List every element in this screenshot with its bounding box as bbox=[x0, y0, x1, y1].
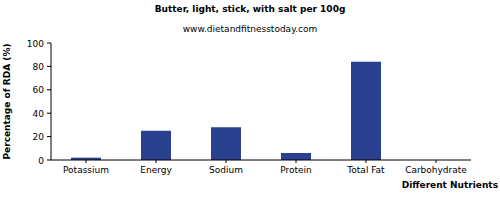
x-tick-label: Energy bbox=[140, 165, 172, 175]
x-tick-label: Sodium bbox=[209, 165, 243, 175]
x-tick-label: Protein bbox=[280, 165, 312, 175]
x-tick-label: Carbohydrate bbox=[405, 165, 467, 175]
x-tick bbox=[156, 160, 157, 163]
y-tick bbox=[47, 113, 51, 114]
title: Butter, light, stick, with salt per 100g bbox=[155, 4, 346, 14]
x-tick-label: Potassium bbox=[63, 165, 109, 175]
chart: Butter, light, stick, with salt per 100g… bbox=[0, 0, 500, 200]
y-tick bbox=[47, 43, 51, 44]
y-axis-label: Percentage of RDA (%) bbox=[2, 43, 12, 159]
x-tick bbox=[226, 160, 227, 163]
x-axis bbox=[51, 160, 471, 161]
bar bbox=[141, 131, 171, 160]
y-tick bbox=[47, 66, 51, 67]
bars bbox=[71, 62, 381, 160]
y-axis bbox=[51, 43, 52, 160]
x-tick bbox=[436, 160, 437, 163]
bar bbox=[211, 127, 241, 160]
y-tick bbox=[47, 160, 51, 161]
x-tick bbox=[296, 160, 297, 163]
y-tick bbox=[47, 89, 51, 90]
y-tick-label: 60 bbox=[33, 85, 45, 95]
bar bbox=[281, 153, 311, 160]
y-tick bbox=[47, 136, 51, 137]
y-tick-label: 100 bbox=[27, 39, 44, 49]
y-tick-label: 80 bbox=[33, 62, 45, 72]
bar bbox=[351, 62, 381, 160]
x-axis-label: Different Nutrients bbox=[402, 180, 498, 190]
y-tick-label: 0 bbox=[38, 156, 44, 166]
x-tick bbox=[86, 160, 87, 163]
y-tick-label: 40 bbox=[33, 109, 45, 119]
x-tick bbox=[366, 160, 367, 163]
y-tick-label: 20 bbox=[33, 132, 45, 142]
x-tick-label: Total Fat bbox=[346, 165, 385, 175]
subtitle: www.dietandfitnesstoday.com bbox=[183, 24, 318, 34]
